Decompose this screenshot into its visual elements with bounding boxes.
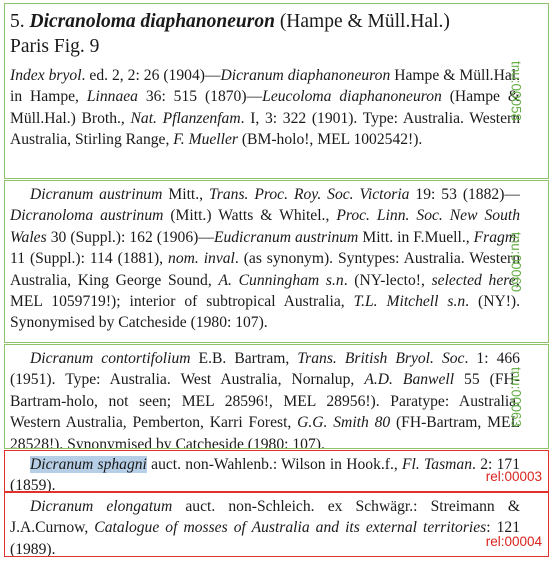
italic-run: nom. inval	[168, 250, 235, 268]
italic-run: Proc. Linn. Soc. New South Wales	[10, 207, 521, 246]
italic-run: Dicranum sphagni	[30, 456, 147, 473]
text-run: 55 (FH-Bartram-holo, not seen; MEL 28596…	[10, 371, 520, 432]
text-run: ; MEL 1059719!); interior of subtropical…	[10, 271, 520, 311]
italic-run: Nat. Pflanzenfam	[130, 109, 241, 127]
italic-run: G.G. Smith 80	[297, 414, 391, 432]
text-run: . 2: 171 (1859).	[10, 456, 520, 492]
italic-run: Trans. British Bryol. Soc	[297, 350, 465, 367]
italic-run: A. Cunningham s.n	[218, 271, 344, 289]
italic-run: Dicranoloma austrinum	[10, 207, 164, 225]
text-run: (Hampe & Müll.Hal.) Broth.,	[10, 88, 520, 127]
text-run: Mitt.,	[162, 186, 209, 203]
text-run: 36: 515 (1870)—	[137, 88, 263, 106]
species-authority: (Hampe & Müll.Hal.)	[279, 11, 450, 32]
species-heading-line2: Paris Fig. 9	[10, 36, 100, 57]
italic-run: Fragm	[473, 228, 517, 246]
entry-tnu-00058: 5. Dicranoloma diaphanoneuron (Hampe & M…	[4, 3, 549, 179]
entry-text: Dicranum elongatum auct. non-Schleich. e…	[10, 496, 520, 557]
species-number: 5.	[10, 11, 25, 32]
italic-run: Leucoloma diaphanoneuron	[262, 88, 442, 106]
text-run: (FH-Bartram, MEL 28528!). Synonymised by…	[10, 414, 520, 449]
text-run: Mitt. in F.Muell.,	[358, 228, 474, 246]
entry-text: Dicranum contortifolium E.B. Bartram, Tr…	[10, 348, 520, 449]
italic-run: Fl. Tasman	[402, 456, 473, 473]
text-run: (BM-holo!, MEL 1002542!).	[237, 131, 423, 149]
text-run: . I, 3: 322 (1901). Type: Australia. Wes…	[10, 109, 521, 149]
italic-run: selected here	[431, 271, 516, 289]
species-heading: 5. Dicranoloma diaphanoneuron (Hampe & M…	[10, 7, 520, 65]
entry-tnu-00063: Dicranum contortifolium E.B. Bartram, Tr…	[4, 344, 549, 449]
italic-run: Dicranum diaphanoneuron	[220, 67, 391, 84]
entry-tag: tnu:00058	[508, 60, 524, 122]
entry-tag: tnu:00063	[508, 366, 524, 427]
text-run: (Mitt.) Watts & Whitel.,	[163, 207, 337, 225]
text-run: 19: 53 (1882)—	[409, 186, 520, 203]
text-run: . (NY-lecto!,	[343, 271, 432, 289]
entry-text: Dicranum austrinum Mitt., Trans. Proc. R…	[10, 184, 520, 334]
text-run: auct. non-Wahlenb.: Wilson in Hook.f.,	[146, 456, 403, 473]
entry-tag: tnu:00060	[508, 231, 524, 292]
text-run: . ed. 2, 2: 26 (1904)—	[81, 67, 221, 84]
entry-tag: rel:00004	[485, 533, 542, 549]
text-run: : 121 (1989).	[10, 519, 520, 557]
text-run: Hampe & Müll.Hal. in Hampe,	[10, 67, 520, 106]
italic-run: Trans. Proc. Roy. Soc. Victoria	[208, 186, 410, 203]
entry-tag: rel:00003	[485, 468, 542, 484]
italic-run: Eudicranum austrinum	[213, 228, 359, 246]
entry-text: Dicranum sphagni auct. non-Wahlenb.: Wil…	[10, 454, 520, 492]
italic-run: Dicranum austrinum	[30, 186, 163, 203]
entry-rel-00004: Dicranum elongatum auct. non-Schleich. e…	[4, 492, 549, 557]
italic-run: T.L. Mitchell s.n	[353, 293, 466, 311]
entry-rel-00003: Dicranum sphagni auct. non-Wahlenb.: Wil…	[4, 450, 549, 492]
text-run: . (NY!). Synonymised by Catcheside (1980…	[10, 293, 520, 332]
italic-run: Dicranum elongatum	[30, 498, 173, 515]
italic-run: A.D. Banwell	[364, 371, 455, 389]
text-run: 30 (Suppl.): 162 (1906)—	[46, 228, 214, 246]
text-run: . (as synonym). Syntypes: Australia. Wes…	[10, 250, 520, 289]
italic-run: Dicranum contortifolium	[30, 350, 191, 367]
italic-run: Index bryol	[10, 67, 82, 84]
entry-tnu-00060: Dicranum austrinum Mitt., Trans. Proc. R…	[4, 180, 549, 343]
text-run: . 11 (Suppl.): 114 (1881),	[10, 228, 521, 268]
text-run: . 1: 466 (1951). Type: Australia. West A…	[10, 350, 520, 389]
text-run: auct. non-Schleich. ex Schwägr.: Streima…	[10, 498, 520, 537]
species-name: Dicranoloma diaphanoneuron	[29, 11, 275, 32]
text-run: E.B. Bartram,	[190, 350, 298, 367]
italic-run: Catalogue of mosses of Australia and its…	[94, 519, 487, 537]
entry-text: Index bryol. ed. 2, 2: 26 (1904)—Dicranu…	[10, 65, 520, 151]
italic-run: F. Mueller	[173, 131, 238, 149]
italic-run: Linnaea	[86, 88, 138, 106]
